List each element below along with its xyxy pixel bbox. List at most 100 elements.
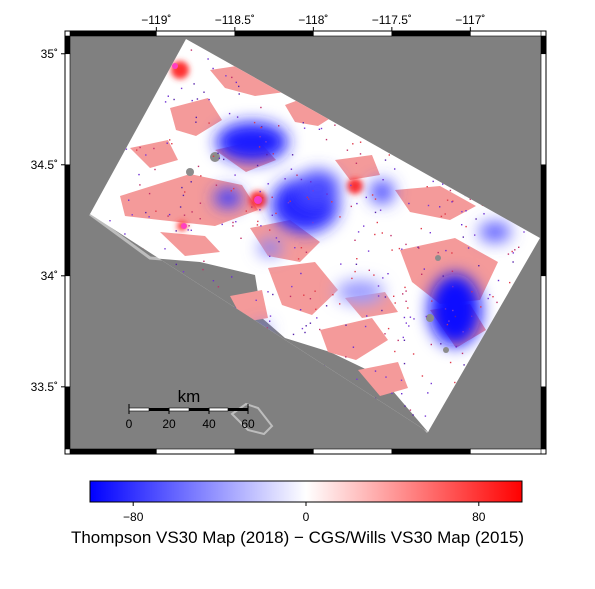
data-pixel	[421, 273, 423, 275]
data-pixel	[412, 353, 415, 355]
data-pixel	[169, 139, 171, 141]
data-pixel	[404, 286, 406, 289]
data-pixel	[471, 315, 473, 317]
data-pixel	[231, 276, 233, 278]
data-pixel	[454, 315, 457, 318]
data-pixel	[408, 325, 410, 327]
data-pixel	[235, 81, 237, 84]
data-pixel	[265, 141, 267, 143]
data-pixel	[404, 405, 406, 407]
data-pixel	[365, 196, 367, 199]
frame-outline	[64, 30, 547, 455]
data-pixel	[325, 138, 328, 141]
data-pixel	[452, 285, 454, 288]
data-pixel	[180, 87, 183, 90]
data-pixel	[427, 392, 429, 394]
data-pixel	[379, 209, 382, 211]
data-pixel	[199, 202, 202, 204]
data-pixel	[305, 325, 307, 327]
data-pixel	[291, 285, 293, 288]
data-pixel	[196, 98, 199, 100]
data-pixel	[461, 211, 463, 213]
lon-tick-label: −119˚	[141, 13, 171, 27]
data-pixel	[352, 346, 355, 348]
data-pixel	[167, 95, 169, 97]
data-pixel	[183, 214, 186, 216]
data-pixel	[354, 270, 356, 273]
data-pixel	[200, 175, 202, 177]
data-pixel	[474, 234, 476, 236]
frame-segment-left	[64, 275, 71, 388]
data-pixel	[233, 187, 235, 190]
data-pixel	[403, 339, 406, 341]
frame-segment-right	[540, 386, 547, 450]
map-frame	[64, 30, 547, 455]
data-pixel	[182, 194, 185, 197]
data-pixel	[452, 200, 454, 202]
data-pixel	[266, 153, 268, 156]
data-pixel	[289, 295, 292, 298]
data-pixel	[377, 285, 380, 287]
data-pixel	[305, 251, 308, 253]
data-pixel	[461, 352, 464, 355]
data-pixel	[316, 317, 318, 319]
data-pixel	[373, 274, 375, 276]
data-pixel	[394, 350, 396, 353]
data-pixel	[339, 216, 341, 218]
longitude-axis-labels: −119˚ −118.5˚ −118˚ −117.5˚ −117˚	[141, 13, 485, 31]
data-pixel	[190, 229, 192, 231]
data-pixel	[300, 247, 303, 249]
data-pixel	[421, 375, 424, 377]
data-pixel	[465, 225, 467, 228]
data-pixel	[351, 277, 353, 280]
data-pixel	[203, 260, 205, 262]
data-pixel	[382, 277, 384, 279]
data-pixel	[251, 206, 253, 208]
data-pixel	[417, 246, 419, 248]
data-pixel	[345, 324, 347, 326]
data-pixel	[125, 148, 128, 150]
data-pixel	[225, 75, 227, 77]
data-pixel	[171, 143, 173, 145]
data-pixel	[230, 190, 232, 192]
data-pixel	[384, 296, 387, 298]
data-pixel	[401, 393, 403, 395]
data-pixel	[393, 295, 395, 297]
data-pixel	[423, 268, 425, 270]
data-pixel	[262, 197, 264, 199]
data-pixel	[240, 237, 242, 239]
data-pixel	[259, 136, 261, 138]
data-pixel	[492, 296, 494, 298]
data-pixel	[193, 83, 195, 85]
data-pixel	[449, 189, 452, 192]
data-pixel	[357, 231, 360, 233]
colorbar-tick-label: 80	[472, 510, 486, 524]
data-pixel	[480, 306, 482, 308]
data-pixel	[359, 141, 362, 143]
data-pixel	[408, 202, 410, 205]
data-pixel	[155, 210, 157, 212]
data-pixel	[334, 124, 336, 126]
data-pixel	[452, 309, 454, 312]
data-pixel	[278, 241, 280, 243]
data-pixel	[407, 307, 409, 309]
data-pixel	[312, 221, 314, 224]
data-pixel	[187, 229, 189, 231]
data-pixel	[124, 233, 126, 235]
data-pixel	[354, 239, 356, 241]
magenta-spots	[172, 63, 262, 229]
data-pixel	[446, 199, 449, 201]
data-pixel	[374, 233, 376, 236]
data-pixel	[368, 269, 370, 271]
data-pixel	[449, 361, 452, 364]
data-pixel	[405, 322, 407, 324]
data-pixel	[191, 211, 193, 213]
data-pixel	[154, 168, 156, 171]
data-pixel	[468, 328, 471, 330]
data-pixel	[259, 209, 261, 211]
data-pixel	[424, 415, 427, 417]
data-pixel	[284, 178, 286, 180]
data-pixel	[260, 126, 262, 129]
frame-segment-top	[470, 30, 542, 37]
data-pixel	[269, 229, 271, 231]
